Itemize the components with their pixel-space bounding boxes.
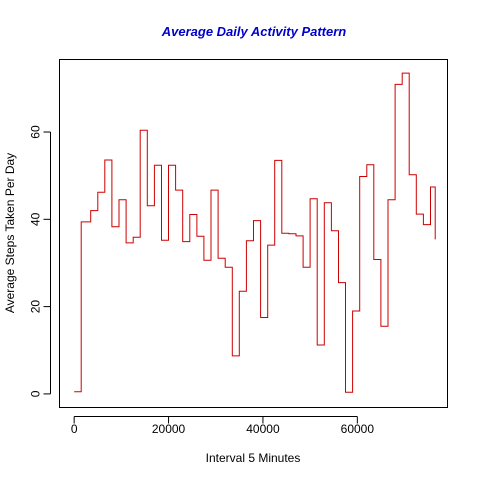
x-tick-label: 20000 — [152, 422, 186, 436]
x-tick-label: 40000 — [246, 422, 280, 436]
x-tick-label: 60000 — [341, 422, 375, 436]
y-tick-label: 0 — [29, 390, 43, 397]
y-axis: 0 20 40 60 — [29, 125, 51, 397]
x-axis-title: Interval 5 Minutes — [206, 451, 301, 465]
y-tick-label: 20 — [29, 300, 43, 314]
series-line-0 — [74, 72, 436, 393]
plot-area-frame — [59, 59, 448, 408]
x-tick-label: 0 — [71, 422, 78, 436]
x-axis: 0 20000 40000 60000 — [71, 416, 375, 436]
y-tick-label: 40 — [29, 212, 43, 226]
chart-title: Average Daily Activity Pattern — [161, 24, 347, 39]
y-tick-label: 60 — [29, 125, 43, 139]
series-layer — [74, 72, 436, 393]
y-axis-title: Average Steps Taken Per Day — [3, 153, 17, 313]
